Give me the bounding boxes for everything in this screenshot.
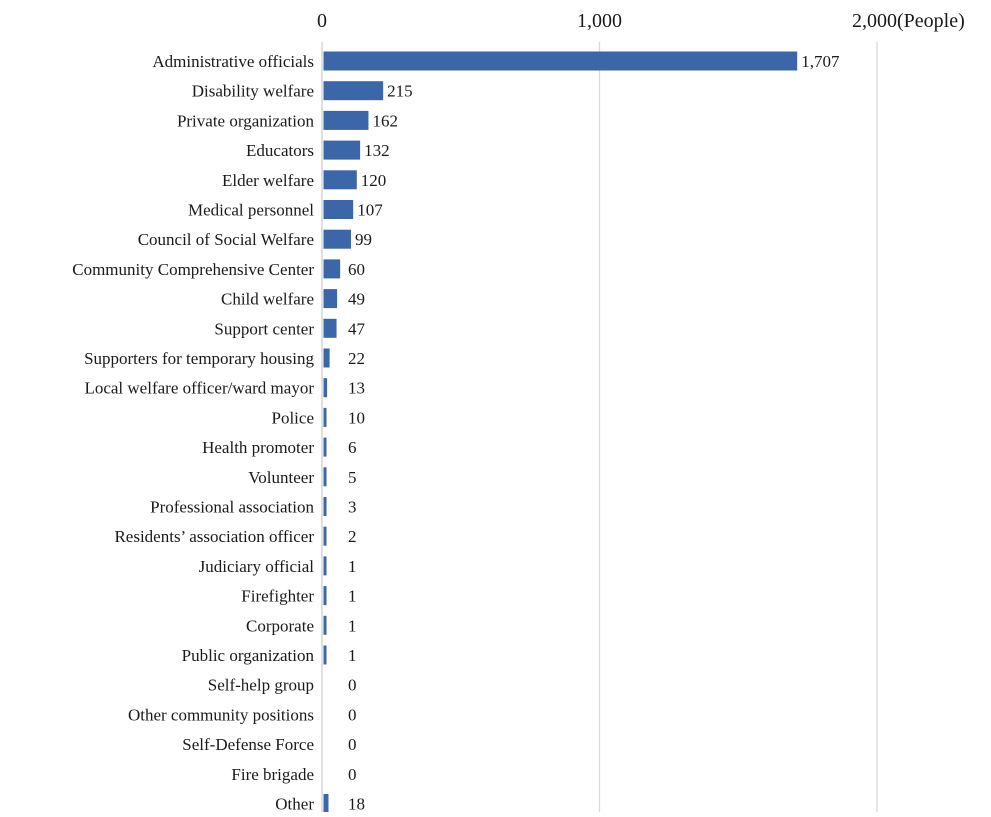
value-label: 0 xyxy=(348,705,357,724)
x-tick-label: 1,000 xyxy=(577,10,622,32)
value-label: 0 xyxy=(348,735,357,754)
bar xyxy=(323,526,327,546)
value-label: 99 xyxy=(355,230,372,249)
value-label: 1 xyxy=(348,646,357,665)
value-label: 13 xyxy=(348,379,365,398)
category-label: Private organization xyxy=(177,111,315,130)
bar xyxy=(323,259,341,279)
category-label: Fire brigade xyxy=(231,765,314,784)
bar xyxy=(323,645,327,665)
value-label: 5 xyxy=(348,468,357,487)
bar xyxy=(323,170,357,190)
category-label: Disability welfare xyxy=(192,82,314,101)
category-label: Elder welfare xyxy=(222,171,314,190)
x-tick-label: 2,000(People) xyxy=(852,10,965,32)
bar xyxy=(323,289,338,309)
grid-layer xyxy=(321,42,878,812)
category-label: Council of Social Welfare xyxy=(138,230,314,249)
bar-layer xyxy=(323,51,798,813)
category-label: Educators xyxy=(246,141,314,160)
value-label: 47 xyxy=(348,319,366,338)
value-label: 132 xyxy=(364,141,390,160)
value-label: 18 xyxy=(348,795,365,813)
category-label: Medical personnel xyxy=(188,201,314,220)
bar xyxy=(323,200,354,219)
value-label: 22 xyxy=(348,349,365,368)
category-label: Self-help group xyxy=(208,676,314,695)
bar xyxy=(323,407,327,427)
bar xyxy=(323,348,330,368)
category-label: Firefighter xyxy=(241,587,314,606)
value-label: 1 xyxy=(348,616,357,635)
category-label: Support center xyxy=(214,319,314,338)
category-label: Other community positions xyxy=(128,705,314,724)
bar xyxy=(323,497,327,516)
bar xyxy=(323,794,329,813)
bar xyxy=(323,378,328,398)
bar xyxy=(323,318,337,338)
category-label: Self-Defense Force xyxy=(182,735,314,754)
value-label: 49 xyxy=(348,290,365,309)
bar xyxy=(323,229,351,249)
x-tick-label: 0 xyxy=(317,10,327,32)
category-label: Health promoter xyxy=(202,438,314,457)
value-label: 10 xyxy=(348,408,365,427)
label-layer: Administrative officials 1,707 Disability … xyxy=(72,52,840,814)
category-label: Child welfare xyxy=(221,290,314,309)
value-label: 1 xyxy=(348,587,357,606)
value-label: 1,707 xyxy=(801,52,840,71)
bar xyxy=(323,467,327,487)
category-label: Public organization xyxy=(182,646,315,665)
category-label: Corporate xyxy=(246,616,314,635)
value-label: 6 xyxy=(348,438,357,457)
bar xyxy=(323,51,798,71)
category-label: Judiciary official xyxy=(199,557,315,576)
category-label: Volunteer xyxy=(248,468,314,487)
value-label: 215 xyxy=(387,82,413,101)
bar xyxy=(323,615,327,635)
bar xyxy=(323,437,327,457)
x-axis: 0 1,000 2,000(People) xyxy=(317,10,965,32)
bar xyxy=(323,140,361,160)
category-label: Administrative officials xyxy=(152,52,314,71)
bar xyxy=(323,556,327,576)
value-label: 107 xyxy=(357,201,383,220)
category-label: Professional association xyxy=(150,498,314,517)
value-label: 60 xyxy=(348,260,365,279)
category-label: Residents’ association officer xyxy=(114,527,314,546)
category-label: Local welfare officer/ward mayor xyxy=(84,379,314,398)
value-label: 0 xyxy=(348,676,357,695)
category-label: Supporters for temporary housing xyxy=(84,349,314,368)
value-label: 162 xyxy=(372,111,398,130)
value-label: 3 xyxy=(348,498,357,517)
category-label: Community Comprehensive Center xyxy=(72,260,314,279)
value-label: 2 xyxy=(348,527,357,546)
bar xyxy=(323,586,327,606)
bar xyxy=(323,110,369,130)
category-label: Police xyxy=(272,408,315,427)
value-label: 1 xyxy=(348,557,357,576)
value-label: 0 xyxy=(348,765,357,784)
bar xyxy=(323,81,384,101)
value-label: 120 xyxy=(361,171,387,190)
category-label: Other xyxy=(275,795,314,813)
